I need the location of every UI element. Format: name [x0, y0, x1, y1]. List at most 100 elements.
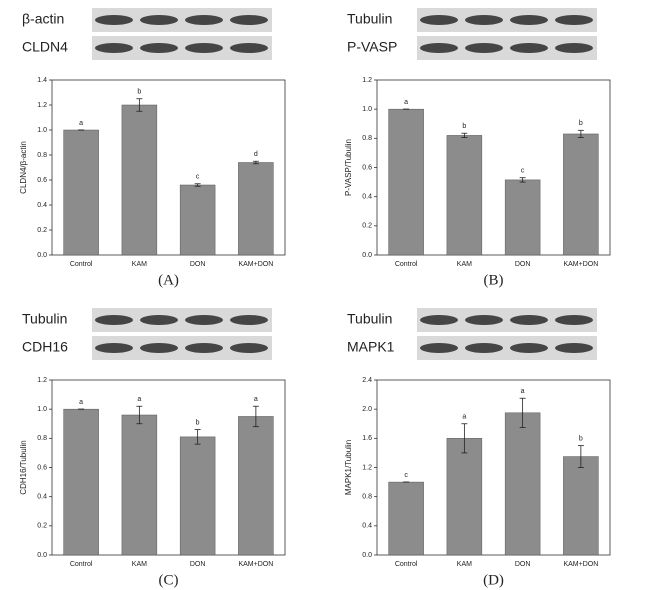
y-tick-label: 1.6 [362, 435, 372, 442]
y-tick-label: 0.2 [37, 523, 47, 530]
y-tick-label: 1.2 [37, 102, 47, 109]
x-tick-label: Control [395, 261, 418, 268]
bar [179, 184, 216, 256]
blot-band [95, 315, 133, 325]
y-tick-label: 0.6 [37, 464, 47, 471]
y-tick-label: 0.4 [37, 202, 47, 209]
y-tick-label: 1.0 [37, 127, 47, 134]
blot-band [185, 43, 223, 53]
x-tick-label: KAM [457, 261, 472, 268]
bar [446, 135, 483, 256]
blot-band [465, 15, 503, 25]
bar [563, 456, 599, 556]
x-tick-label: KAM+DON [238, 261, 273, 268]
y-tick-label: 0.6 [362, 164, 372, 171]
blot-label: CDH16 [22, 339, 68, 355]
y-tick-label: 0.2 [37, 227, 47, 234]
blot-band [420, 43, 458, 53]
y-tick-label: 0.4 [362, 523, 372, 530]
y-tick-label: 0.8 [37, 435, 47, 442]
blot-band [185, 343, 223, 353]
y-tick-label: 0.0 [37, 252, 47, 259]
blot-band [510, 315, 548, 325]
x-tick-label: Control [395, 561, 418, 568]
blot-band [555, 343, 593, 353]
y-tick-label: 1.0 [37, 406, 47, 413]
bar [504, 412, 541, 556]
y-tick-label: 2.0 [362, 406, 372, 413]
error-bar [136, 98, 143, 112]
y-tick-label: 0.6 [37, 177, 47, 184]
panel: Tubulin MAPK1 0.0 0.4 0.8 1.2 1.6 2.0 2.4 MAPK1/T… [344, 308, 611, 588]
blot-band [230, 15, 268, 25]
blot-band [230, 315, 268, 325]
significance-letter: a [137, 396, 141, 403]
blot-band [555, 15, 593, 25]
blot-label: Tubulin [347, 11, 392, 27]
blot-band [95, 343, 133, 353]
x-tick-label: Control [70, 561, 93, 568]
y-tick-label: 0.0 [362, 552, 372, 559]
significance-letter: d [254, 151, 258, 158]
blot-label: Tubulin [22, 311, 67, 327]
panel: Tubulin P-VASP 0.0 0.2 0.4 0.6 0.8 1.0 1.2 P-VASP… [344, 8, 611, 288]
bar [121, 414, 158, 556]
blot-band [555, 315, 593, 325]
y-tick-label: 2.4 [362, 377, 372, 384]
significance-letter: b [462, 123, 466, 130]
bar [121, 104, 158, 256]
blot-band [510, 15, 548, 25]
x-tick-label: KAM+DON [563, 561, 598, 568]
error-bar [136, 405, 143, 425]
x-tick-label: DON [515, 561, 531, 568]
blot-band [95, 15, 133, 25]
significance-letter: a [79, 120, 83, 127]
significance-letter: a [404, 99, 408, 106]
blot-band [185, 315, 223, 325]
y-tick-label: 1.2 [37, 377, 47, 384]
blot-band [95, 43, 133, 53]
significance-letter: a [254, 396, 258, 403]
blot-band [230, 43, 268, 53]
blot-band [510, 343, 548, 353]
error-bar [519, 397, 526, 428]
y-axis-label: CDH16/Tubulin [19, 440, 28, 494]
bar [388, 481, 424, 556]
bar [238, 162, 274, 256]
x-tick-label: KAM [132, 561, 147, 568]
significance-letter: b [137, 89, 141, 96]
panel: Tubulin CDH16 0.0 0.2 0.4 0.6 0.8 1.0 1.2 CDH16/T… [19, 308, 286, 588]
error-bar [194, 429, 201, 445]
y-tick-label: 1.2 [362, 464, 372, 471]
significance-letter: b [196, 419, 200, 426]
blot-label: CLDN4 [22, 39, 68, 55]
blot-band [185, 15, 223, 25]
panel-label: (A) [158, 272, 179, 288]
panel-label: (D) [483, 572, 504, 588]
blot-label: Tubulin [347, 311, 392, 327]
blot-band [510, 43, 548, 53]
x-tick-label: DON [190, 261, 206, 268]
y-tick-label: 0.4 [37, 494, 47, 501]
y-axis-label: CLDN4/β-actin [19, 141, 28, 194]
error-bar [252, 405, 259, 428]
blot-band [420, 315, 458, 325]
y-tick-label: 0.4 [362, 194, 372, 201]
y-tick-label: 1.0 [362, 106, 372, 113]
blot-band [465, 43, 503, 53]
panel-label: (B) [484, 272, 504, 288]
significance-letter: c [196, 174, 200, 181]
panel-label: (C) [159, 572, 179, 588]
y-tick-label: 0.0 [362, 252, 372, 259]
error-bar [461, 423, 468, 454]
y-tick-label: 0.8 [362, 494, 372, 501]
y-tick-label: 0.2 [362, 223, 372, 230]
error-bar [519, 177, 526, 183]
x-tick-label: Control [70, 261, 93, 268]
blot-band [140, 315, 178, 325]
plot-frame [51, 79, 286, 256]
error-bar [577, 129, 584, 139]
blot-band [555, 43, 593, 53]
bar [63, 129, 99, 256]
